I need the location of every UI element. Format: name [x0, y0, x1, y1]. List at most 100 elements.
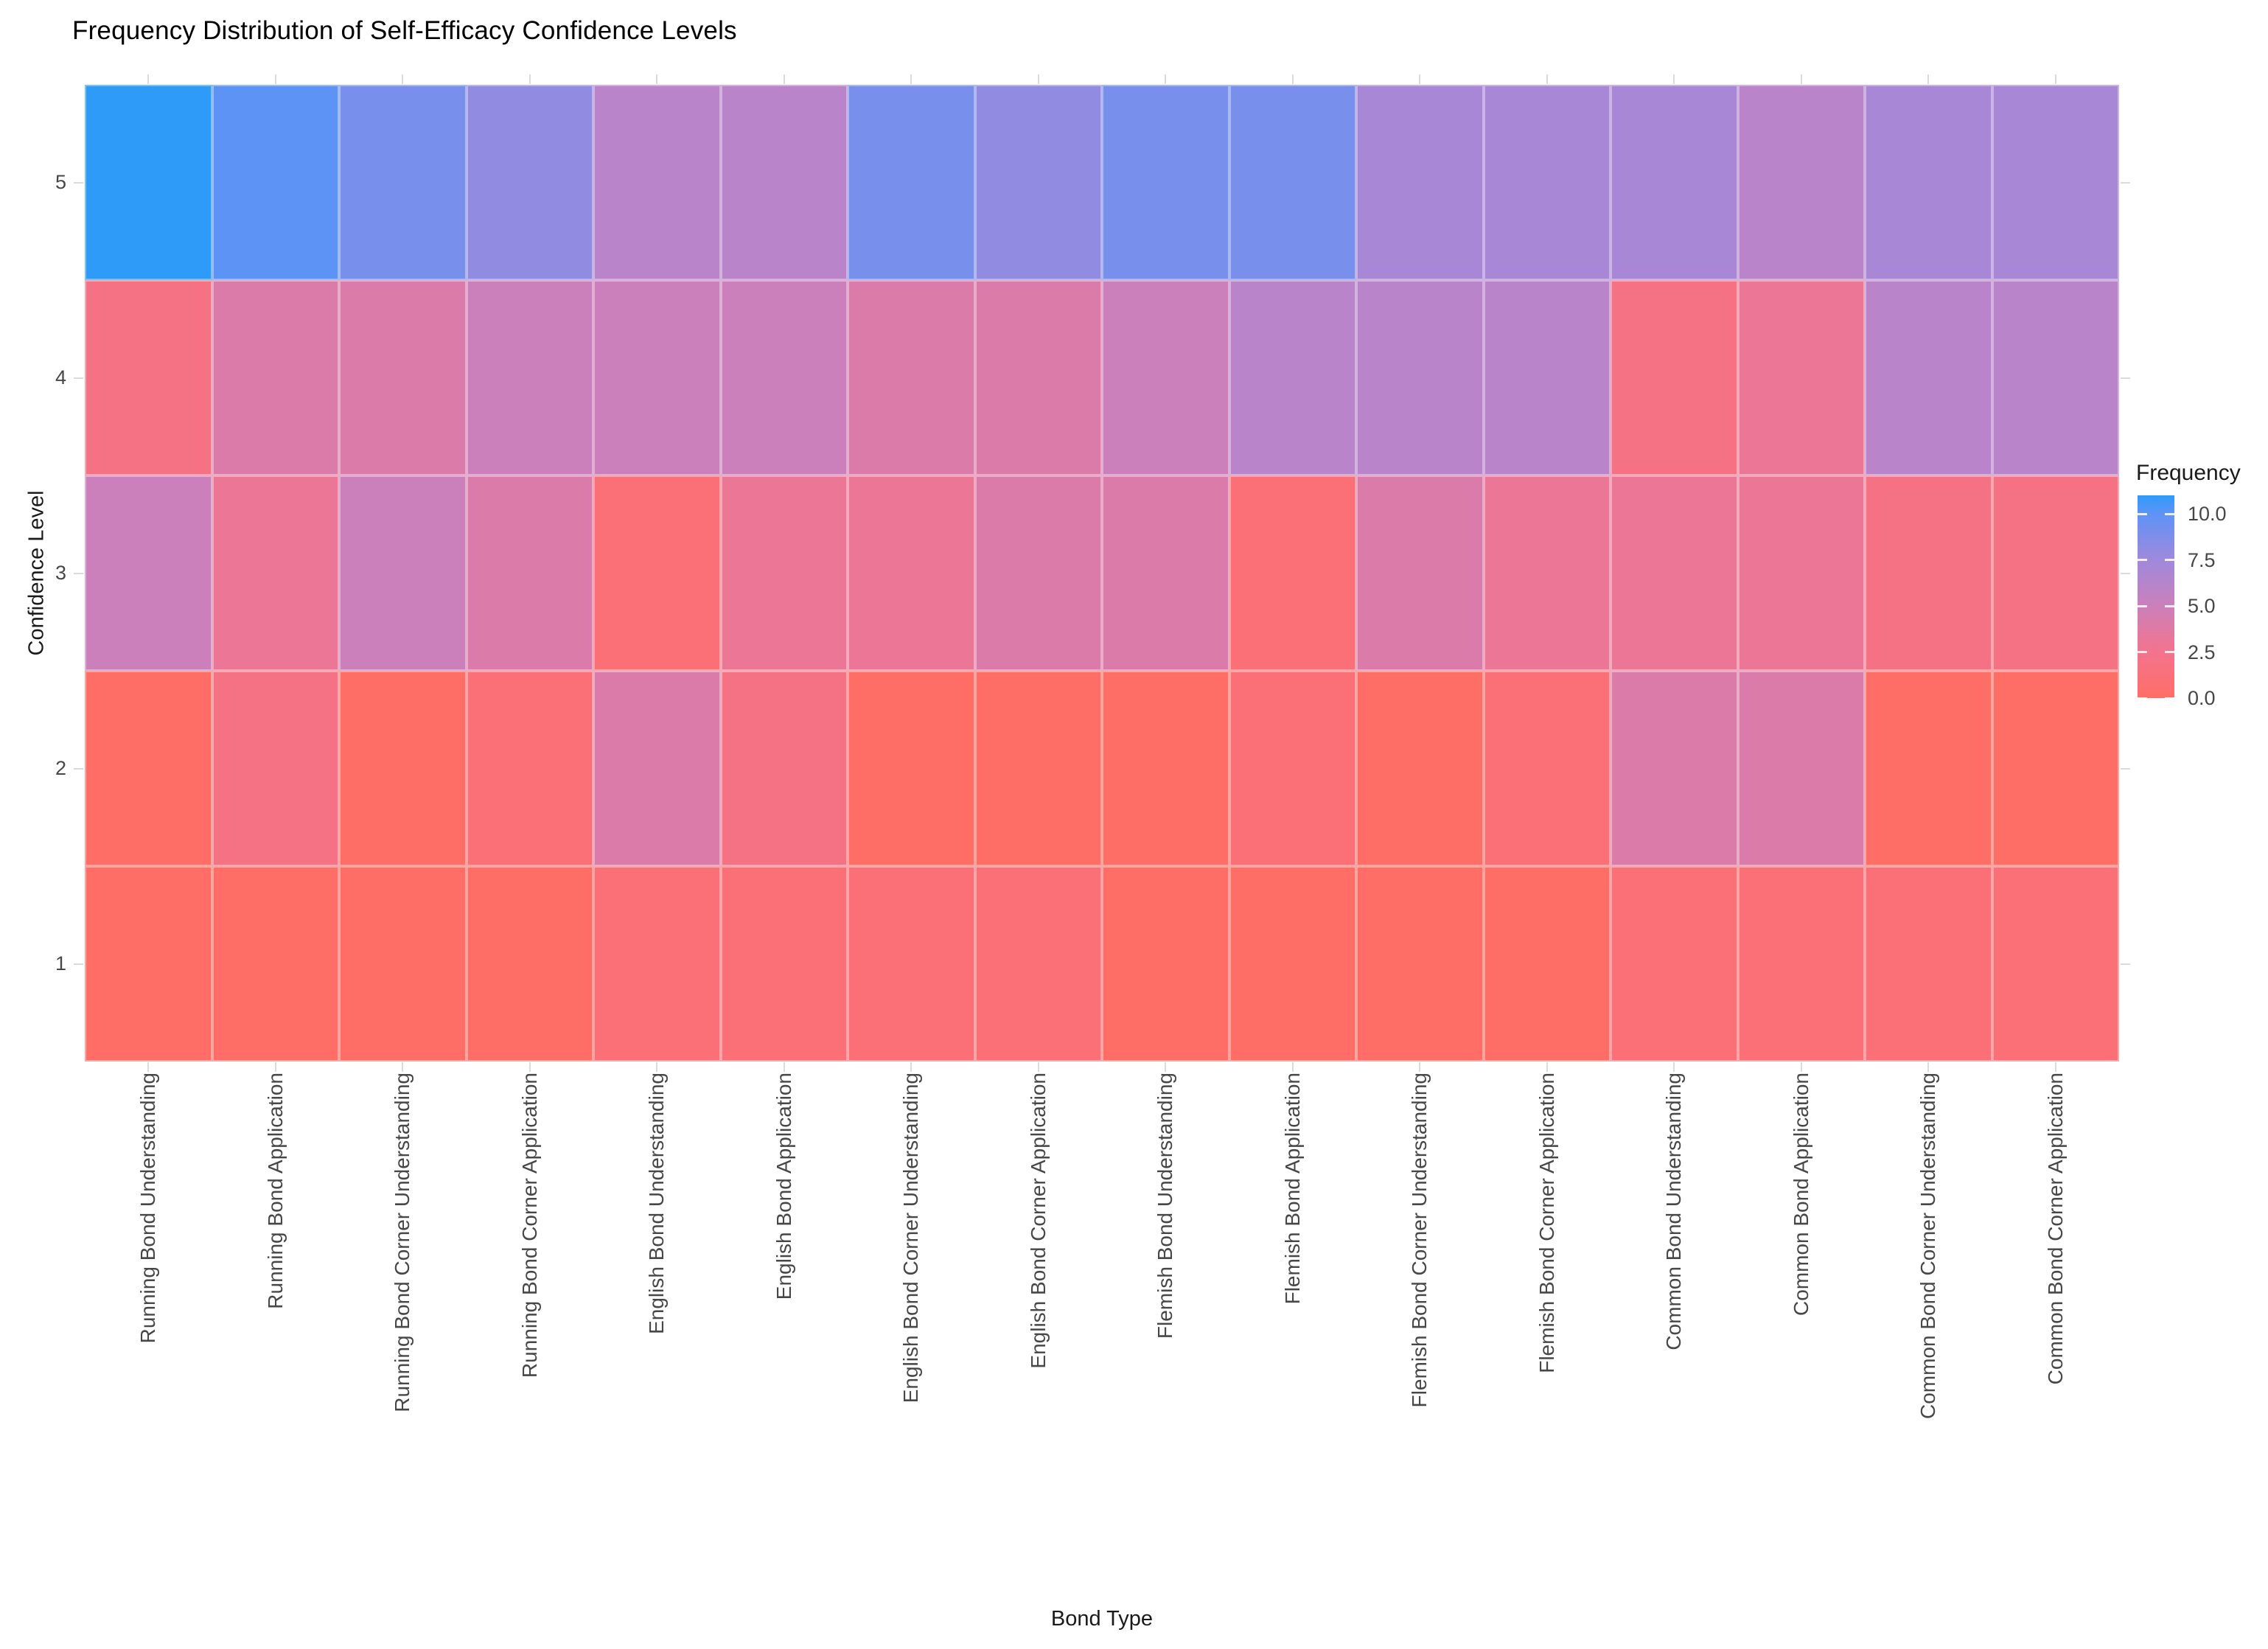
axis-tick [1546, 1062, 1548, 1072]
legend-tick [2165, 651, 2174, 653]
legend-tick-label: 0.0 [2188, 687, 2216, 709]
legend-tick-label: 7.5 [2188, 548, 2216, 571]
heatmap-cell [85, 85, 212, 280]
heatmap-cell [85, 866, 212, 1061]
axis-tick [1546, 74, 1548, 84]
axis-tick [274, 74, 276, 84]
heatmap-cell [1229, 85, 1356, 280]
heatmap-cell [1229, 866, 1356, 1061]
heatmap-cell [1102, 671, 1229, 866]
heatmap-cell [466, 475, 593, 671]
x-tick-label-text: English Bond Corner Understanding [899, 1073, 923, 1404]
x-tick-label: Common Bond Understanding [1611, 1073, 1738, 1603]
y-tick-label: 4 [55, 366, 66, 388]
axis-tick [1419, 1062, 1421, 1072]
x-tick-label-text: Common Bond Application [1789, 1073, 1812, 1316]
axis-tick [1291, 1062, 1294, 1072]
heatmap-cell [1483, 671, 1611, 866]
heatmap-cell [466, 280, 593, 475]
heatmap-cell [85, 475, 212, 671]
heatmap-cell [1611, 280, 1738, 475]
heatmap-plot [85, 85, 2119, 1061]
heatmap-cell [1229, 475, 1356, 671]
axis-tick [1037, 74, 1039, 84]
heatmap-cell [848, 280, 975, 475]
x-tick-label: Running Bond Corner Application [467, 1073, 594, 1603]
legend-tick [2138, 559, 2147, 561]
axis-tick [910, 1062, 913, 1072]
x-tick-label: English Bond Understanding [593, 1073, 721, 1603]
legend-tick [2165, 604, 2174, 607]
heatmap-cell [593, 866, 721, 1061]
x-tick-label-text: English Bond Understanding [645, 1073, 669, 1334]
legend-tick [2138, 604, 2147, 607]
heatmap-cell [212, 866, 339, 1061]
axis-tick [1800, 74, 1802, 84]
heatmap-cell [1992, 671, 2119, 866]
y-tick-label: 5 [55, 170, 66, 193]
heatmap-cell [339, 671, 467, 866]
heatmap-cell [974, 866, 1102, 1061]
x-tick-label: English Bond Application [721, 1073, 848, 1603]
heatmap-cell [339, 85, 467, 280]
axis-tick [528, 1062, 531, 1072]
x-tick-label: Common Bond Corner Understanding [1865, 1073, 1992, 1603]
axis-tick [910, 74, 913, 84]
axis-tick [1673, 1062, 1675, 1072]
heatmap-cell [466, 866, 593, 1061]
axis-tick [1673, 74, 1675, 84]
heatmap-cell [1992, 85, 2119, 280]
axis-tick [1165, 1062, 1167, 1072]
axis-tick [1800, 1062, 1802, 1072]
heatmap-cell [848, 866, 975, 1061]
x-axis-title: Bond Type [1050, 1607, 1154, 1631]
axis-tick [1291, 74, 1294, 84]
heatmap-cell [1356, 475, 1484, 671]
x-tick-label: Common Bond Application [1738, 1073, 1866, 1603]
heatmap-cell [339, 475, 467, 671]
heatmap-cell [212, 475, 339, 671]
heatmap-cell [1611, 671, 1738, 866]
x-tick-label-text: English Bond Application [772, 1073, 795, 1300]
axis-tick [1927, 1062, 1930, 1072]
heatmap-cell [339, 280, 467, 475]
heatmap-cell [974, 280, 1102, 475]
x-tick-label: Flemish Bond Corner Understanding [1356, 1073, 1484, 1603]
axis-tick [783, 1062, 785, 1072]
heatmap-cell [1102, 475, 1229, 671]
x-tick-label-text: Running Bond Application [263, 1073, 287, 1309]
legend-gradient-bar [2138, 495, 2174, 698]
y-tick-label: 2 [55, 756, 66, 779]
x-tick-label-text: Flemish Bond Application [1280, 1073, 1304, 1305]
axis-tick [2121, 181, 2130, 184]
x-tick-label: English Bond Corner Application [975, 1073, 1103, 1603]
heatmap-cell [1865, 475, 1992, 671]
legend-title: Frequency [2136, 461, 2241, 485]
heatmap-cell [1102, 85, 1229, 280]
legend-tick [2138, 651, 2147, 653]
heatmap-cell [466, 85, 593, 280]
heatmap-cell [974, 475, 1102, 671]
heatmap-cell [848, 671, 975, 866]
x-tick-label: Running Bond Understanding [85, 1073, 212, 1603]
heatmap-cell [1865, 85, 1992, 280]
legend-tick-label: 2.5 [2188, 641, 2216, 663]
axis-tick [656, 1062, 658, 1072]
heatmap-cell [1483, 475, 1611, 671]
heatmap-cell [1865, 866, 1992, 1061]
x-tick-label-text: Flemish Bond Corner Application [1535, 1073, 1558, 1373]
heatmap-cell [212, 85, 339, 280]
heatmap-cell [1865, 671, 1992, 866]
axis-tick [2121, 963, 2130, 965]
heatmap-cell [720, 85, 848, 280]
heatmap-cell [1992, 280, 2119, 475]
axis-tick [402, 1062, 404, 1072]
heatmap-cell [720, 866, 848, 1061]
y-tick-label: 3 [55, 561, 66, 584]
heatmap-cell [339, 866, 467, 1061]
axis-tick [1037, 1062, 1039, 1072]
heatmap-cell [466, 671, 593, 866]
axis-tick [2054, 1062, 2056, 1072]
axis-tick [2121, 767, 2130, 770]
heatmap-cell [720, 475, 848, 671]
